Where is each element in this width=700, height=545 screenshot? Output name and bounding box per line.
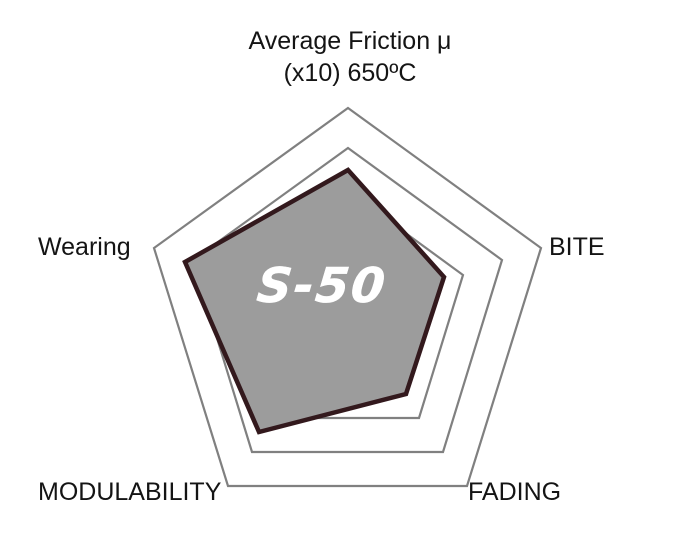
chart-title: Average Friction μ (x10) 650ºC — [0, 25, 700, 89]
series-polygon-group — [182, 167, 447, 435]
series-polygon-s-50 — [182, 167, 447, 435]
series-logo-label: S-50 — [254, 258, 390, 315]
axis-label-fading: FADING — [468, 478, 562, 506]
axis-label-modulability: MODULABILITY — [38, 478, 222, 506]
chart-title-line-1: Average Friction μ — [248, 27, 452, 55]
grid-ring-outer — [152, 106, 543, 488]
chart-title-line-2: (x10) 650ºC — [283, 59, 417, 87]
axis-label-bite: BITE — [549, 233, 605, 261]
axis-label-wearing: Wearing — [38, 233, 131, 261]
